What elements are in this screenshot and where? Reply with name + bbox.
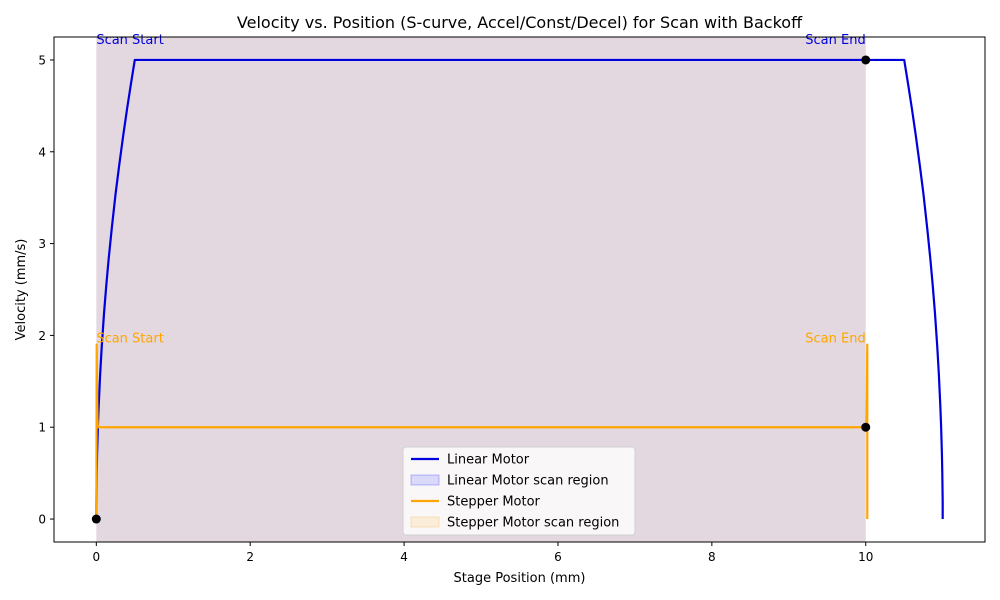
scan-marker-0: [91, 514, 101, 524]
x-axis-label: Stage Position (mm): [454, 571, 586, 586]
legend-label-3: Stepper Motor scan region: [447, 516, 619, 531]
series-lines: [95, 58, 944, 520]
y-axis-label: Velocity (mm/s): [14, 239, 29, 341]
annotation-1: Scan End: [805, 33, 865, 48]
y-tick-label-3: 3: [38, 237, 46, 251]
scan-marker-2: [861, 422, 871, 432]
plot-frame: [53, 36, 986, 543]
annotation-0: Scan Start: [96, 33, 163, 48]
x-tick-label-4: 8: [708, 550, 716, 564]
annotation-3: Scan End: [805, 331, 865, 346]
x-tick-label-0: 0: [92, 550, 100, 564]
legend-box: [402, 446, 636, 536]
legend-swatch-3: [410, 516, 440, 528]
scan-regions: [96, 37, 866, 542]
x-tick-label-2: 4: [400, 550, 408, 564]
chart-title: Velocity vs. Position (S-curve, Accel/Co…: [237, 13, 803, 32]
legend: Linear Motor Linear Motor scan region Step…: [402, 446, 636, 536]
annotation-2: Scan Start: [96, 331, 163, 346]
series-line-0: [95, 58, 944, 520]
series-line-1: [95, 343, 869, 520]
legend-label-2: Stepper Motor: [447, 495, 541, 510]
y-tick-label-5: 5: [38, 53, 46, 67]
legend-label-1: Linear Motor scan region: [447, 474, 609, 489]
legend-swatch-1: [410, 474, 440, 486]
legend-label-0: Linear Motor: [447, 453, 530, 468]
scan-marker-1: [861, 55, 871, 65]
y-tick-label-2: 2: [38, 329, 46, 343]
y-axis-ticks: 0 1 2 3 4 5: [38, 53, 54, 527]
x-tick-label-3: 6: [554, 550, 562, 564]
x-tick-label-1: 2: [246, 550, 254, 564]
y-tick-label-1: 1: [38, 421, 46, 435]
y-tick-label-4: 4: [38, 145, 46, 159]
x-tick-label-5: 10: [858, 550, 873, 564]
y-tick-label-0: 0: [38, 513, 46, 527]
scan-markers: [91, 55, 871, 524]
x-axis-ticks: 0 2 4 6 8 10: [92, 542, 873, 564]
